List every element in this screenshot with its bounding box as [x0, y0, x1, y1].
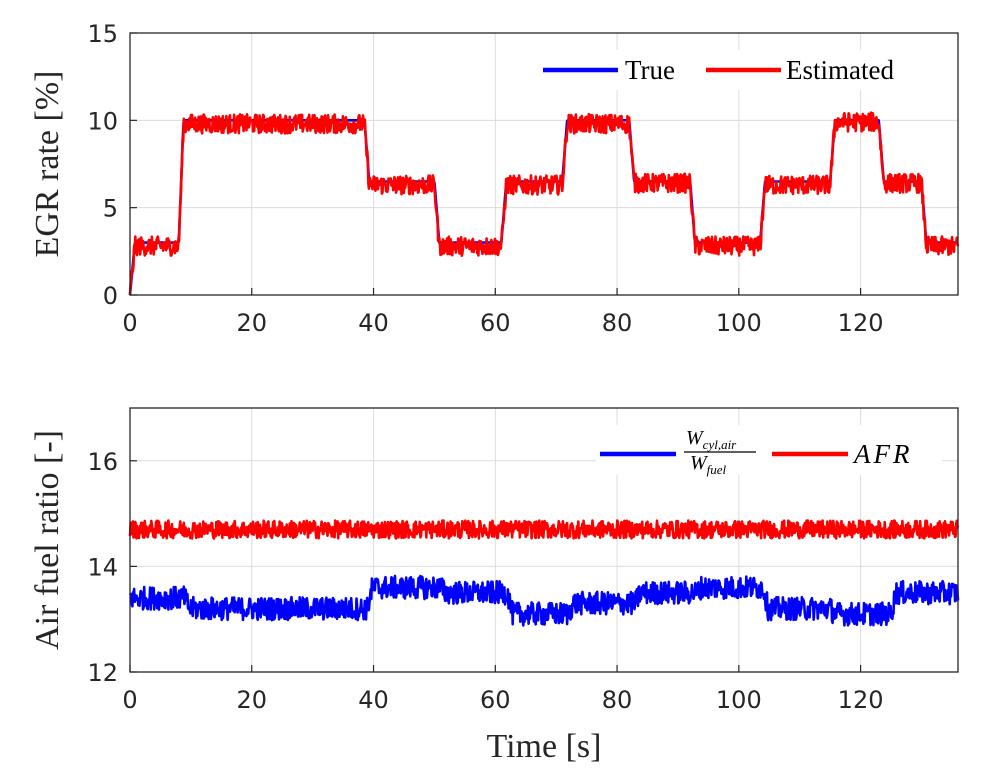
afr-ytick-label: 14 — [87, 553, 118, 581]
afr-ytick-label: 16 — [87, 448, 118, 476]
egr-xtick-label: 80 — [602, 309, 633, 337]
afr-y-axis-label: Air fuel ratio [-] — [29, 430, 66, 650]
afr-ytick-label: 12 — [87, 659, 118, 687]
egr-xtick-label: 120 — [838, 309, 884, 337]
legend-wcyl-fraction: Wcyl,air Wfuel — [684, 427, 756, 477]
afr-xtick-label: 80 — [602, 686, 633, 714]
afr-xtick-label: 120 — [838, 686, 884, 714]
egr-ytick-label: 10 — [87, 107, 118, 135]
afr-series-0-line — [128, 574, 960, 627]
afr-legend: Wcyl,air Wfuel AFR — [596, 425, 942, 477]
egr-xtick-label: 20 — [236, 309, 267, 337]
egr-xtick-label: 0 — [122, 309, 137, 337]
egr-ytick-label: 5 — [103, 195, 118, 223]
afr-xtick-label: 20 — [236, 686, 267, 714]
legend-wcyl-numerator: Wcyl,air — [686, 427, 737, 452]
egr-rate-chart: 0 20 40 60 80 100 120 0 5 10 15 EGR rate [%] True … — [29, 20, 960, 337]
time-x-axis-label: Time [s] — [487, 728, 602, 765]
air-fuel-ratio-chart: 0 20 40 60 80 100 120 12 14 16 Air fuel ratio [-]… — [29, 407, 960, 765]
egr-ytick-label: 0 — [103, 282, 118, 310]
afr-legend-box — [596, 425, 942, 475]
egr-xtick-label: 60 — [480, 309, 511, 337]
afr-xtick-label: 60 — [480, 686, 511, 714]
legend-true-label: True — [625, 55, 675, 85]
afr-xtick-label: 40 — [358, 686, 389, 714]
afr-axes-box — [129, 407, 959, 673]
egr-ticks: 0 20 40 60 80 100 120 0 5 10 15 — [87, 20, 883, 337]
egr-series-1-line — [128, 111, 960, 296]
afr-series-1-line — [128, 519, 960, 540]
legend-wcyl-denominator: Wfuel — [690, 452, 727, 477]
egr-series — [128, 111, 960, 296]
afr-series — [128, 519, 960, 627]
afr-xtick-label: 0 — [122, 686, 137, 714]
egr-xtick-label: 100 — [716, 309, 762, 337]
afr-ticks: 0 20 40 60 80 100 120 12 14 16 — [87, 448, 883, 714]
egr-xtick-label: 40 — [358, 309, 389, 337]
legend-estimated-label: Estimated — [786, 55, 894, 85]
afr-xtick-label: 100 — [716, 686, 762, 714]
egr-axes-box — [129, 32, 959, 296]
egr-ytick-label: 15 — [87, 20, 118, 48]
legend-afr-label: AFR — [852, 439, 912, 469]
egr-legend: True Estimated — [538, 50, 942, 90]
egr-y-axis-label: EGR rate [%] — [29, 71, 66, 258]
